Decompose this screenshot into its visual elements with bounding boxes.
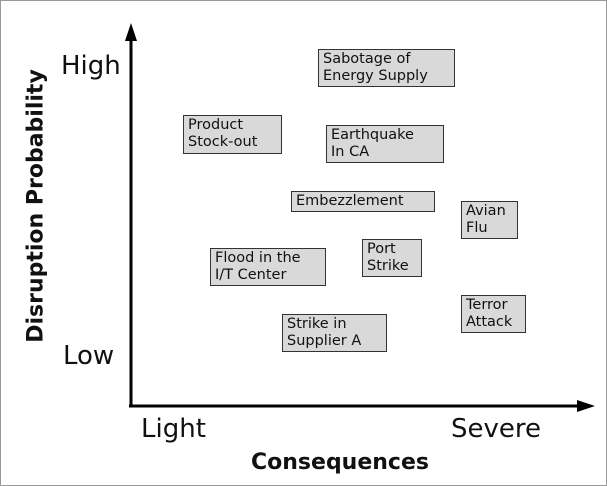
x-low: Light <box>141 414 206 444</box>
risk-box: Terror Attack <box>461 295 526 333</box>
label: Port <box>367 241 396 257</box>
risk-box: Embezzlement <box>291 191 435 212</box>
label: Stock-out <box>188 134 258 150</box>
y-low: Low <box>63 341 115 371</box>
risk-box: Flood in the I/T Center <box>210 248 326 286</box>
label: Strike <box>367 258 409 274</box>
y-arrow <box>125 23 137 41</box>
risk-box: Strike in Supplier A <box>282 314 387 352</box>
label: Attack <box>466 314 513 330</box>
label: Embezzlement <box>296 193 404 209</box>
risk-box: Avian Flu <box>461 201 518 239</box>
label: Supplier A <box>287 333 362 349</box>
risk-box: Earthquake In CA <box>326 125 444 163</box>
label: Product <box>188 117 244 133</box>
label: Terror <box>466 297 508 313</box>
label: Flu <box>466 220 488 236</box>
risk-box: Product Stock-out <box>183 115 282 154</box>
label: Strike in <box>287 316 347 332</box>
label: Flood in the <box>215 250 301 266</box>
y-title: Disruption Probability <box>23 69 49 343</box>
label: Earthquake <box>331 127 414 143</box>
label: Avian <box>466 203 506 219</box>
x-title: Consequences <box>251 450 429 475</box>
risk-box: Sabotage of Energy Supply <box>318 49 455 87</box>
risk-box: Port Strike <box>362 239 422 277</box>
x-high: Severe <box>451 414 541 444</box>
label: I/T Center <box>215 267 287 283</box>
label: In CA <box>331 144 370 160</box>
y-high: High <box>61 51 121 81</box>
x-arrow <box>577 400 595 412</box>
label: Energy Supply <box>323 68 428 84</box>
label: Sabotage of <box>323 51 411 67</box>
